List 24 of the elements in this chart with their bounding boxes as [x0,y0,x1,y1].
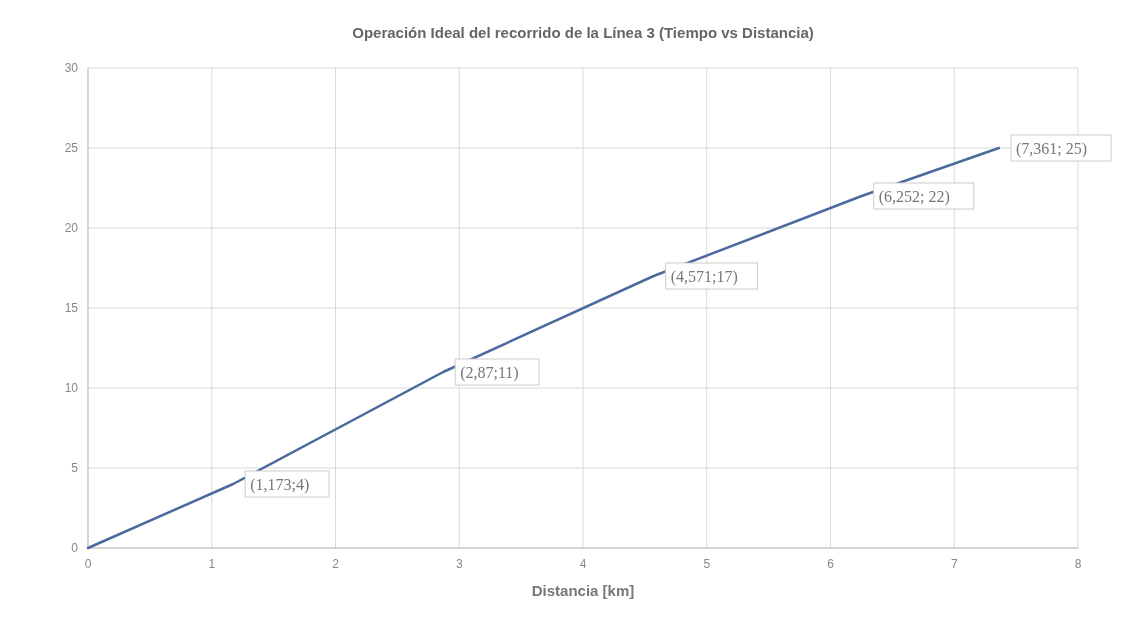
line-series [86,146,1001,550]
x-tick-label: 6 [827,557,835,571]
y-tick-label: 10 [64,381,79,395]
data-label: (4,571;17) [670,268,738,286]
y-tick-label: 30 [64,61,79,75]
x-tick-label: 3 [455,557,463,571]
x-tick-label: 2 [332,557,340,571]
y-tick-label: 20 [64,221,79,235]
y-tick-label: 15 [64,301,79,315]
y-tick-label: 0 [71,541,79,555]
x-tick-label: 7 [950,557,958,571]
data-label: (6,252; 22) [878,188,950,206]
y-tick-label: 5 [71,461,79,475]
x-tick-label: 1 [208,557,216,571]
data-label: (1,173;4) [250,476,310,494]
chart-title: Operación Ideal del recorrido de la Línea 3 (Tiempo vs Distancia) [352,24,814,41]
data-label: (2,87;11) [460,364,519,382]
data-label: (7,361; 25) [1015,140,1088,158]
x-tick-label: 4 [579,557,587,571]
x-tick-label: 0 [84,557,92,571]
y-tick-label: 25 [64,141,79,155]
x-axis-title: Distancia [km] [531,582,635,599]
x-tick-label: 5 [703,557,711,571]
x-tick-label: 8 [1074,557,1082,571]
